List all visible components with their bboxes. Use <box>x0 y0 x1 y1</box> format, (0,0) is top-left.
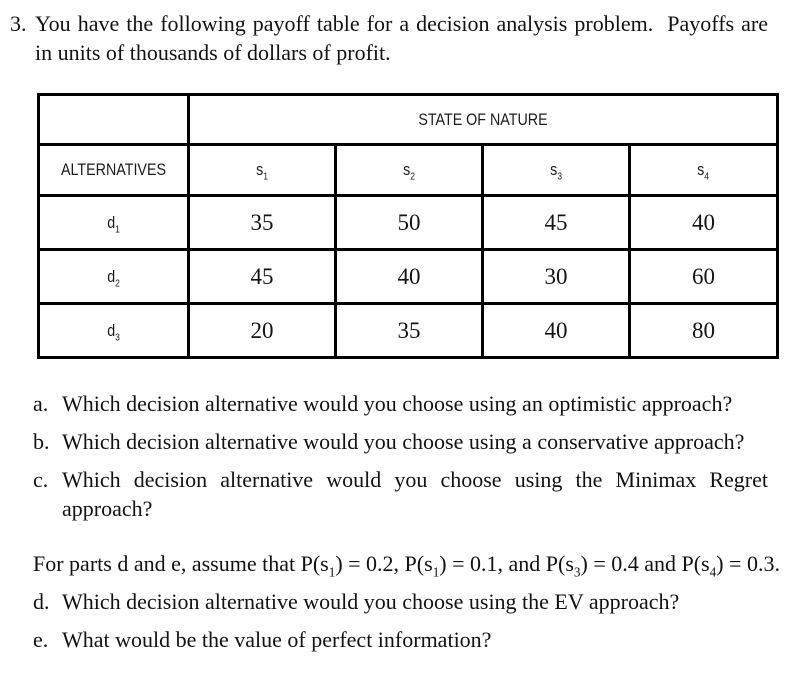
col-header-s4: s4 <box>627 143 780 197</box>
question-b-letter: b. <box>33 429 50 454</box>
probability-note: For parts d and e, assume that P(s1) = 0… <box>33 551 780 580</box>
payoff-value: 40 <box>692 209 715 235</box>
payoff-cell-d3-s3: 40 <box>481 302 631 359</box>
payoff-cell-d1-s1: 35 <box>187 194 337 251</box>
table-row-d1: d1 35 50 45 40 <box>37 194 780 251</box>
row-header-d3: d3 <box>37 302 190 359</box>
row-header-d1: d1 <box>37 194 190 251</box>
payoff-value: 40 <box>544 317 568 343</box>
payoff-cell-d3-s1: 20 <box>187 302 337 359</box>
question-a-letter: a. <box>33 391 49 416</box>
payoff-cell-d1-s4: 40 <box>627 194 780 251</box>
problem-number: 3. <box>10 11 27 36</box>
payoff-value: 45 <box>544 209 568 235</box>
payoff-cell-d2-s2: 40 <box>334 248 484 305</box>
question-a: a. Which decision alternative would you … <box>33 389 768 418</box>
question-d: d. Which decision alternative would you … <box>33 587 768 616</box>
payoff-value: 30 <box>544 263 568 289</box>
payoff-value: 20 <box>250 317 274 343</box>
row-header-d2: d2 <box>37 248 190 305</box>
questions-de: d. Which decision alternative would you … <box>0 587 792 654</box>
problem-text: You have the following payoff table for … <box>35 11 768 65</box>
table-row-d3: d3 20 35 40 80 <box>37 302 780 359</box>
row-header-d2-label: d2 <box>107 266 120 289</box>
payoff-value: 40 <box>397 263 421 289</box>
problem-statement: 3. You have the following payoff table f… <box>0 0 792 67</box>
question-b-text: Which decision alternative would you cho… <box>62 429 745 454</box>
col-header-s2: s2 <box>334 143 484 197</box>
question-d-text: Which decision alternative would you cho… <box>62 589 680 614</box>
payoff-table: STATE OF NATURE ALTERNATIVES s1 s2 s3 s4… <box>37 93 780 359</box>
alternatives-header: ALTERNATIVES <box>37 143 190 197</box>
payoff-value: 35 <box>250 209 274 235</box>
payoff-cell-d2-s3: 30 <box>481 248 631 305</box>
payoff-value: 80 <box>692 317 715 343</box>
table-corner-cell <box>37 93 190 146</box>
question-e-letter: e. <box>33 627 49 652</box>
state-of-nature-label: STATE OF NATURE <box>418 109 548 129</box>
question-d-letter: d. <box>33 589 50 614</box>
payoff-value: 45 <box>250 263 274 289</box>
payoff-cell-d3-s4: 80 <box>627 302 780 359</box>
col-header-s1-label: s1 <box>256 160 268 183</box>
state-of-nature-header: STATE OF NATURE <box>186 93 780 146</box>
col-header-s3: s3 <box>481 143 631 197</box>
alternatives-label: ALTERNATIVES <box>60 160 166 179</box>
payoff-cell-d2-s1: 45 <box>187 248 337 305</box>
question-c: c. Which decision alternative would you … <box>33 465 768 523</box>
col-header-s1: s1 <box>187 143 337 197</box>
question-a-text: Which decision alternative would you cho… <box>62 391 733 416</box>
question-c-text: Which decision alternative would you cho… <box>62 467 768 521</box>
col-header-s3-label: s3 <box>550 160 562 183</box>
payoff-cell-d1-s2: 50 <box>334 194 484 251</box>
question-c-letter: c. <box>33 467 49 492</box>
payoff-value: 35 <box>397 317 421 343</box>
question-e-text: What would be the value of perfect infor… <box>62 627 492 652</box>
col-header-s4-label: s4 <box>697 160 710 183</box>
questions-abc: a. Which decision alternative would you … <box>0 389 792 523</box>
question-b: b. Which decision alternative would you … <box>33 427 768 456</box>
table-row-d2: d2 45 40 30 60 <box>37 248 780 305</box>
payoff-cell-d3-s2: 35 <box>334 302 484 359</box>
payoff-cell-d1-s3: 45 <box>481 194 631 251</box>
payoff-value: 50 <box>397 209 421 235</box>
row-header-d1-label: d1 <box>107 212 120 235</box>
row-header-d3-label: d3 <box>107 320 120 343</box>
payoff-cell-d2-s4: 60 <box>627 248 780 305</box>
col-header-s2-label: s2 <box>403 160 415 183</box>
question-e: e. What would be the value of perfect in… <box>33 625 768 654</box>
payoff-value: 60 <box>692 263 715 289</box>
